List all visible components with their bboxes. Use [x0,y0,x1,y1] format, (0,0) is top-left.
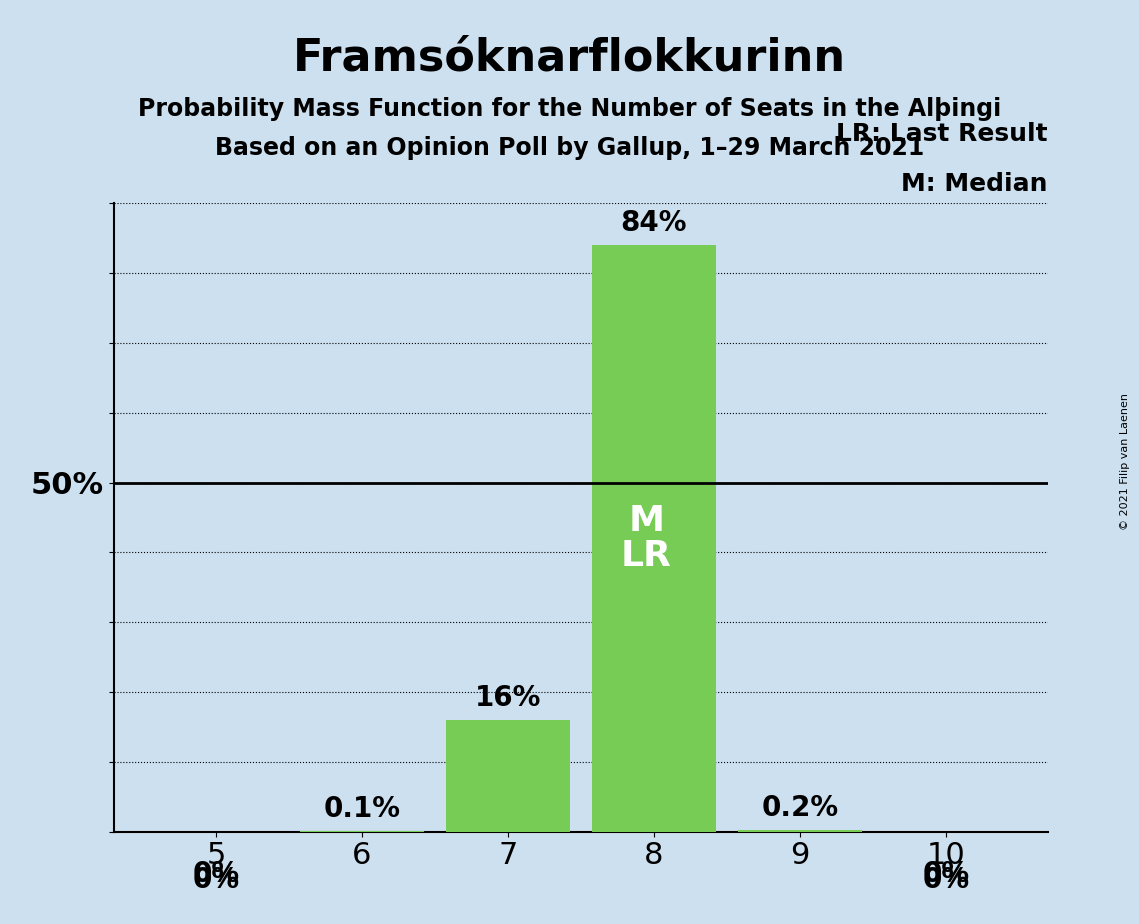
Text: 0%: 0% [923,866,969,894]
Text: M: Median: M: Median [901,172,1048,196]
Bar [592,245,716,832]
Text: 0%: 0% [192,859,239,888]
Text: Probability Mass Function for the Number of Seats in the Alþingi: Probability Mass Function for the Number… [138,97,1001,121]
Text: M: M [629,504,664,538]
Text: LR: Last Result: LR: Last Result [836,122,1048,146]
Bar [738,830,862,832]
Text: Framsóknarflokkurinn: Framsóknarflokkurinn [293,37,846,80]
Text: 0%: 0% [923,859,969,888]
Text: 0%: 0% [192,866,239,894]
Text: © 2021 Filip van Laenen: © 2021 Filip van Laenen [1121,394,1130,530]
Text: 0.1%: 0.1% [323,795,401,822]
Text: 0.2%: 0.2% [761,794,838,821]
Text: 16%: 16% [475,684,541,711]
Text: LR: LR [621,539,672,573]
Text: 84%: 84% [621,209,687,237]
Bar [445,720,570,832]
Text: Based on an Opinion Poll by Gallup, 1–29 March 2021: Based on an Opinion Poll by Gallup, 1–29… [215,136,924,160]
